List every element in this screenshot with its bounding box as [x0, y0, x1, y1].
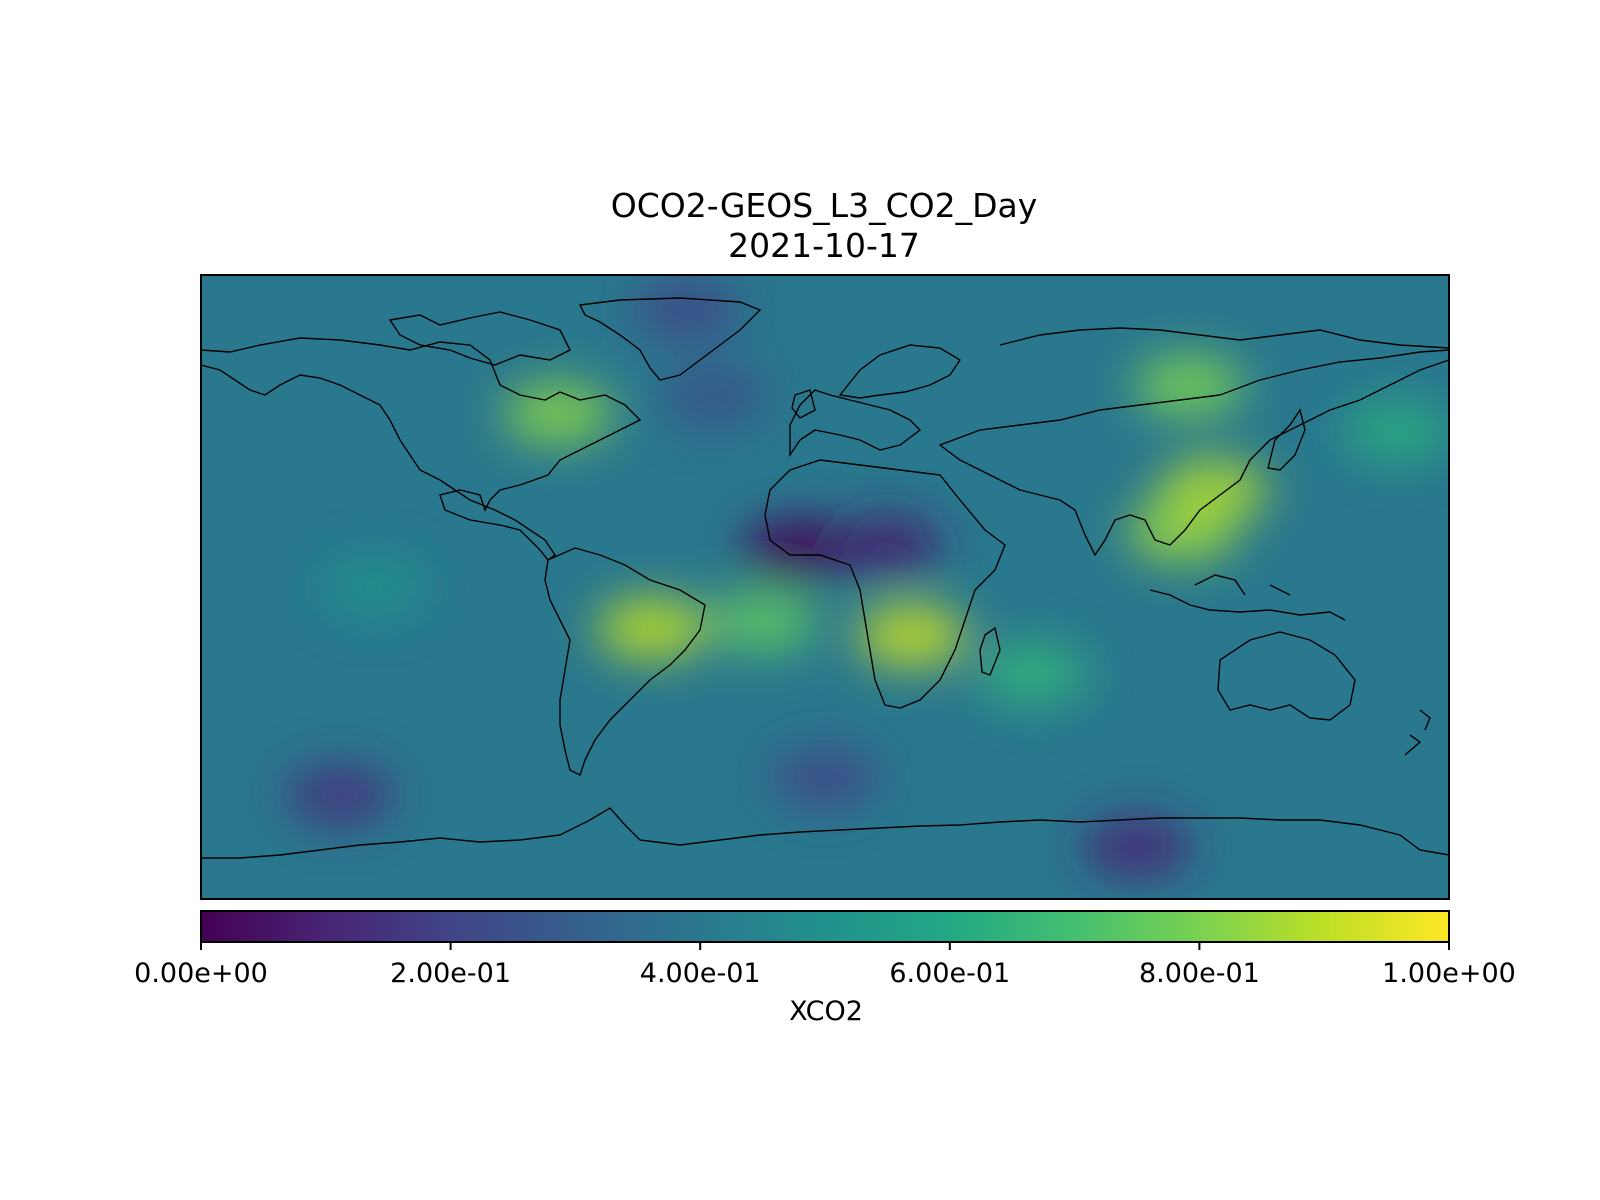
field-north-atlantic-low: [659, 364, 770, 429]
colorbar-tick-label: 1.00e+00: [1382, 958, 1516, 989]
coastline-madagascar: [979, 626, 1001, 676]
coastline-europe: [789, 389, 922, 458]
field-south-pacific-low: [284, 763, 395, 827]
coastline-new-zealand: [1404, 709, 1431, 756]
coastline-asia: [938, 349, 1449, 557]
colorbar-tick-label: 6.00e-01: [889, 958, 1011, 989]
field-north-pacific-band: [1342, 399, 1449, 463]
coastline-uk: [791, 389, 816, 419]
field-southeast-asia-high: [1127, 499, 1238, 564]
coastline-antarctica: [201, 807, 1449, 859]
coastline-siberia-north: [999, 327, 1449, 349]
field-tropical-pacific: [319, 555, 430, 619]
coastlines: [201, 297, 1449, 859]
field-southern-ocean-band: [770, 745, 880, 810]
colorbar-tick-label: 2.00e-01: [390, 958, 512, 989]
chart-title: OCO2-GEOS_L3_CO2_Day: [610, 186, 1038, 225]
map-border: [200, 274, 1450, 900]
colorbar-gradient: [201, 911, 1449, 942]
colorbar-border: [200, 910, 1450, 943]
field-indian-ocean-plume: [978, 641, 1088, 706]
field-north-america-high: [503, 381, 614, 446]
chart-subtitle: 2021-10-17: [728, 226, 920, 265]
field-south-atlantic-plume: [707, 589, 818, 654]
colorbar-tick-label: 0.00e+00: [134, 958, 268, 989]
field-siberia-high: [1134, 353, 1244, 418]
coastline-scandinavia: [838, 344, 961, 399]
colorbar: [200, 910, 1450, 950]
coastline-north-america: [201, 337, 642, 561]
field-sahel-low: [742, 516, 853, 581]
map-area: [201, 275, 1449, 899]
coastline-australia: [1217, 631, 1356, 721]
field-central-africa-high: [856, 603, 967, 668]
coastline-south-america: [544, 547, 706, 776]
coastline-africa: [764, 459, 1006, 709]
field-south-america-high: [596, 596, 707, 661]
field-sahel-low-east: [832, 513, 943, 578]
field-antarctic-low: [1082, 815, 1192, 879]
colorbar-label: XCO2: [789, 996, 863, 1027]
coastline-greenland: [578, 297, 762, 381]
coastline-indonesia: [1149, 574, 1346, 621]
coastline-arctic-islands: [388, 311, 571, 366]
colorbar-tick-label: 4.00e-01: [639, 958, 761, 989]
colorbar-tick-label: 8.00e-01: [1138, 958, 1260, 989]
coastline-japan: [1267, 408, 1306, 471]
field-arctic-low: [631, 277, 742, 342]
